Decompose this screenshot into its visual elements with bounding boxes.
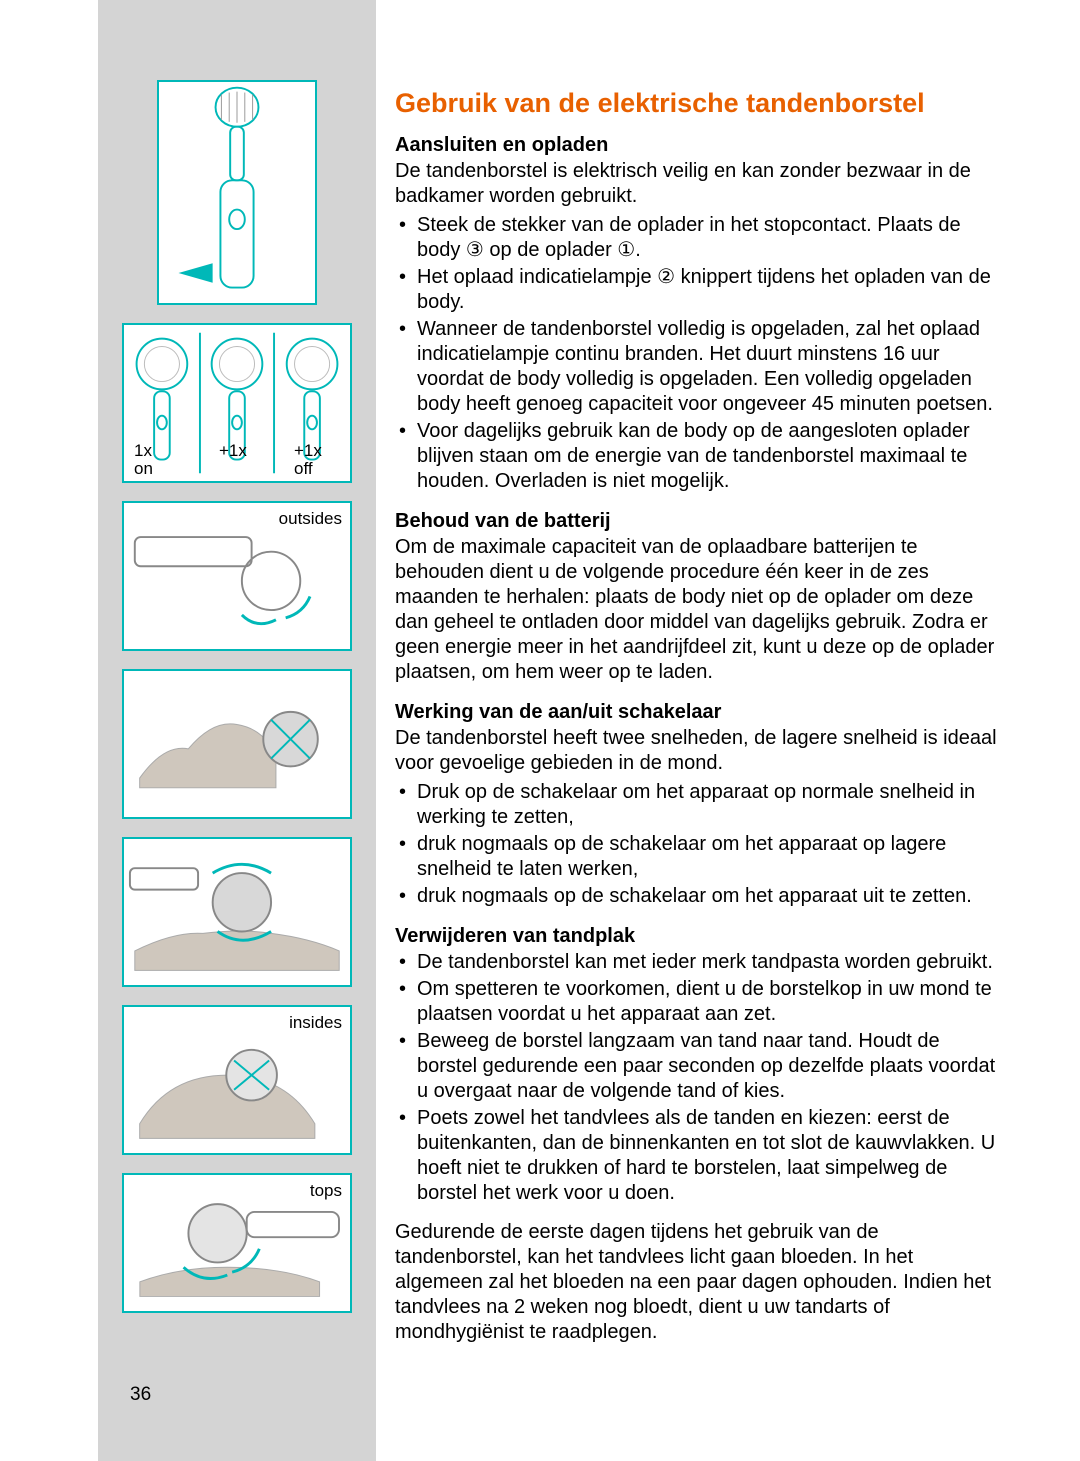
bullet: Wanneer de tandenborstel volledig is opg… <box>395 317 1000 417</box>
bullet: Druk op de schakelaar om het apparaat op… <box>395 780 1000 830</box>
closing-paragraph: Gedurende de eerste dagen tijdens het ge… <box>395 1220 1000 1345</box>
bullet: druk nogmaals op de schakelaar om het ap… <box>395 884 1000 909</box>
heading-tandplak: Verwijderen van tandplak <box>395 925 1000 948</box>
panel-toothbrush <box>157 80 317 305</box>
bullet: Voor dagelijks gebruik kan de body op de… <box>395 419 1000 494</box>
label-off: off <box>294 459 313 479</box>
bullet: druk nogmaals op de schakelaar om het ap… <box>395 832 1000 882</box>
bullet: Steek de stekker van de oplader in het s… <box>395 213 1000 263</box>
label-plus1x-b: +1x <box>294 441 322 461</box>
intro-batterij: Om de maximale capaciteit van de oplaadb… <box>395 535 1000 685</box>
intro-schakelaar: De tandenborstel heeft twee snelheden, d… <box>395 726 1000 776</box>
heading-aansluiten: Aansluiten en opladen <box>395 134 1000 157</box>
label-insides: insides <box>289 1013 342 1033</box>
intro-aansluiten: De tandenborstel is elektrisch veilig en… <box>395 159 1000 209</box>
bullets-aansluiten: Steek de stekker van de oplader in het s… <box>395 213 1000 494</box>
bullet: Het oplaad indicatielampje ② knippert ti… <box>395 265 1000 315</box>
heading-schakelaar: Werking van de aan/uit schakelaar <box>395 701 1000 724</box>
bullet: Poets zowel het tandvlees als de tanden … <box>395 1106 1000 1206</box>
panel-brush-side <box>122 669 352 819</box>
page-title: Gebruik van de elektrische tandenborstel <box>395 88 1000 118</box>
panel-brush-angle <box>122 837 352 987</box>
bullets-tandplak: De tandenborstel kan met ieder merk tand… <box>395 950 1000 1206</box>
panel-tops: tops <box>122 1173 352 1313</box>
bullet: De tandenborstel kan met ieder merk tand… <box>395 950 1000 975</box>
label-1x: 1x <box>134 441 152 461</box>
illustration-sidebar: 1x on +1x +1x off outsides <box>98 0 376 1461</box>
label-on: on <box>134 459 153 479</box>
panel-speed-heads: 1x on +1x +1x off <box>122 323 352 483</box>
page: 1x on +1x +1x off outsides <box>0 0 1080 1461</box>
label-plus1x-a: +1x <box>219 441 247 461</box>
panel-insides: insides <box>122 1005 352 1155</box>
label-outsides: outsides <box>279 509 342 529</box>
label-tops: tops <box>310 1181 342 1201</box>
panel-outsides: outsides <box>122 501 352 651</box>
page-number: 36 <box>130 1384 151 1406</box>
heading-batterij: Behoud van de batterij <box>395 510 1000 533</box>
main-text: Gebruik van de elektrische tandenborstel… <box>395 88 1000 1349</box>
bullet: Om spetteren te voorkomen, dient u de bo… <box>395 977 1000 1027</box>
bullet: Beweeg de borstel langzaam van tand naar… <box>395 1029 1000 1104</box>
bullets-schakelaar: Druk op de schakelaar om het apparaat op… <box>395 780 1000 909</box>
